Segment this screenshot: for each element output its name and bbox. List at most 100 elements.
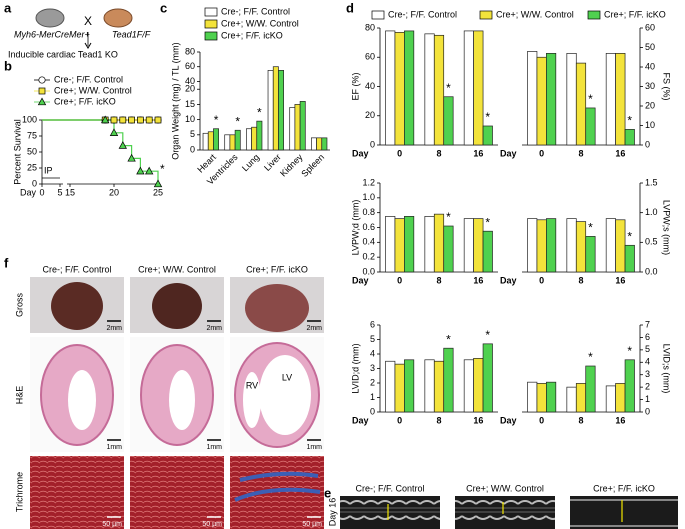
bar	[575, 383, 587, 413]
annotation: *	[588, 92, 593, 106]
bar	[575, 221, 587, 273]
x-axis-label: Day	[500, 415, 517, 425]
legend-label: Cre+; F/F. icKO	[54, 96, 116, 106]
y-tick-label: 2	[645, 382, 650, 392]
y-axis-label: FS (%)	[662, 73, 672, 101]
y-tick-label: 40	[645, 61, 655, 71]
bar	[624, 359, 635, 413]
bar	[463, 359, 474, 413]
point	[154, 116, 162, 124]
bar	[224, 134, 231, 151]
echo-image	[340, 496, 440, 529]
annotation: IP	[44, 165, 53, 175]
y-axis-label: LVPW;s (mm)	[662, 200, 672, 255]
bar	[443, 96, 454, 146]
bar	[385, 216, 396, 273]
legend-swatch	[587, 10, 601, 20]
bar	[251, 126, 258, 151]
y-tick-label: 50	[27, 146, 37, 156]
result: Inducible cardiac Tead1 KO	[8, 49, 118, 59]
annotation: *	[485, 110, 490, 124]
y-tick-label: 40	[365, 81, 375, 91]
bar	[278, 70, 284, 151]
bar	[256, 120, 263, 151]
heart	[51, 282, 103, 330]
y-tick-label: 0	[645, 406, 650, 416]
y-tick-label: 15	[185, 99, 195, 109]
y-tick-label: 0	[190, 144, 195, 154]
bar	[316, 137, 323, 151]
bar	[443, 225, 454, 273]
bar	[394, 218, 405, 273]
bar	[482, 343, 493, 413]
x-tick-label: 16	[473, 148, 483, 158]
bar	[202, 132, 209, 151]
x-tick-label: 16	[615, 275, 625, 285]
arrow-head	[84, 42, 92, 49]
mouse-icon	[103, 8, 133, 28]
histology	[30, 277, 324, 529]
legend-marker	[38, 87, 46, 95]
x-axis-label: Day	[500, 275, 517, 285]
annotation: *	[446, 81, 451, 95]
bar	[536, 56, 547, 146]
x-tick-label: 16	[473, 415, 483, 425]
legend-marker	[37, 97, 47, 106]
bar	[294, 104, 301, 151]
y-tick-label: 1	[370, 392, 375, 402]
ventricle	[169, 370, 195, 430]
y-tick-label: 6	[370, 319, 375, 329]
scale-bar-label: 50 µm	[302, 521, 322, 528]
y-tick-label: 1.5	[645, 177, 658, 187]
bar	[482, 125, 493, 146]
y-tick-label: 20	[645, 100, 655, 110]
point	[110, 116, 118, 124]
region-label: RV	[246, 380, 258, 390]
y-tick-label: 0	[370, 139, 375, 149]
ventricle	[243, 372, 261, 428]
bar	[267, 70, 274, 151]
bar	[527, 381, 538, 413]
y-tick-label: 60	[645, 22, 655, 32]
annotation: *	[446, 210, 451, 224]
annotation: *	[485, 215, 490, 229]
bar	[605, 52, 616, 146]
x-axis-label: Day	[352, 415, 369, 425]
row-label: H&E	[14, 386, 24, 405]
bar	[394, 363, 405, 413]
legend-label: Cre-; F/F. Control	[221, 6, 290, 16]
column-header: Cre+; W/W. Control	[138, 264, 216, 274]
y-tick-label: 7	[645, 319, 650, 329]
annotation: *	[160, 162, 165, 176]
fibrosis	[234, 471, 321, 502]
legend-swatch	[204, 7, 218, 17]
ventricle	[259, 355, 311, 435]
legend-label: Cre+; W/W. Control	[54, 85, 132, 95]
region-label: LV	[282, 372, 292, 382]
y-tick-label: 40	[185, 76, 195, 86]
x-tick-label: 8	[578, 275, 583, 285]
legend-label: Cre-; F/F. Control	[54, 74, 123, 84]
annotation: *	[446, 332, 451, 346]
scale-bar-label: 1mm	[306, 444, 322, 451]
column-header: Cre-; F/F. Control	[42, 264, 111, 274]
point	[101, 115, 110, 124]
y-tick-label: 10	[645, 120, 655, 130]
x-tick-label: 8	[578, 148, 583, 158]
panel-label: b	[4, 58, 12, 73]
y-tick-label: 0.0	[362, 266, 375, 276]
x-tick-label: 5	[57, 187, 62, 197]
legend-label: Cre+; F/F. icKO	[221, 30, 283, 40]
y-tick-label: 3	[370, 363, 375, 373]
y-tick-label: 80	[185, 46, 195, 56]
legend-label: Cre+; W/W. Control	[496, 9, 574, 19]
bar	[473, 358, 484, 413]
y-tick-label: 60	[185, 61, 195, 71]
echo-image	[570, 496, 678, 529]
bar	[566, 52, 577, 146]
y-tick-label: 75	[27, 130, 37, 140]
panel-label: a	[4, 0, 12, 15]
x-tick-label: 0	[539, 275, 544, 285]
y-tick-label: 1.2	[362, 177, 375, 187]
